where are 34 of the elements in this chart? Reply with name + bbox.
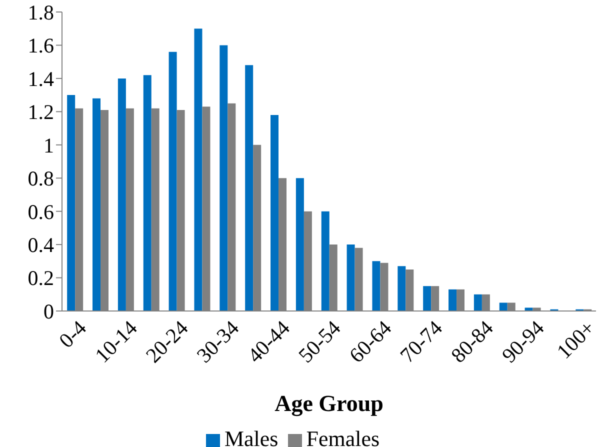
bar — [499, 302, 508, 311]
bar — [270, 114, 279, 311]
bar — [143, 75, 152, 311]
x-tick-label: 100+ — [552, 316, 600, 364]
bar — [194, 28, 202, 311]
y-tick-label: 1.6 — [28, 34, 54, 58]
bar — [398, 266, 406, 311]
bar — [321, 211, 330, 311]
y-tick-label: 1.8 — [28, 0, 54, 24]
bar — [92, 98, 101, 311]
y-tick-label: 1 — [44, 133, 54, 158]
bar — [245, 65, 254, 311]
bar — [372, 261, 380, 311]
bar — [448, 289, 457, 311]
x-axis-title: Age Group — [274, 391, 384, 417]
bar — [423, 286, 432, 311]
y-tick-label: 1.2 — [28, 100, 54, 124]
y-tick-label: 0.6 — [28, 200, 54, 224]
bar — [67, 95, 76, 311]
y-tick-label: 0.8 — [28, 166, 54, 191]
bar — [168, 52, 177, 311]
y-tick-label: 0.2 — [28, 266, 54, 290]
y-tick-label: 0 — [44, 299, 54, 324]
y-tick-label: 1.4 — [28, 66, 54, 91]
bar — [474, 294, 482, 311]
legend-label: Males — [224, 426, 278, 447]
legend-label: Females — [306, 426, 380, 447]
bar — [346, 244, 355, 311]
bar — [118, 78, 126, 311]
bar — [220, 45, 228, 311]
x-tick-label: 0-4 — [54, 315, 92, 353]
bar — [524, 308, 533, 311]
y-tick-label: 0.4 — [28, 233, 54, 258]
bar — [296, 178, 304, 311]
